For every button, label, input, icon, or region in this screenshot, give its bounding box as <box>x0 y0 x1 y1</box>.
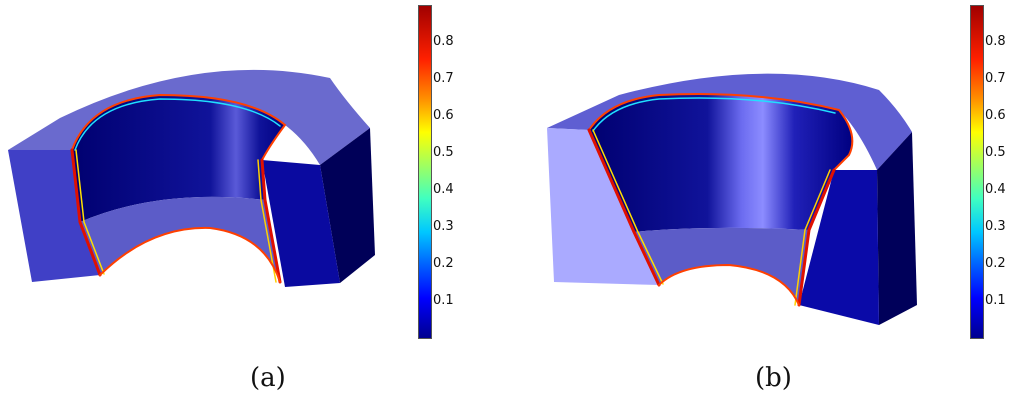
panel-a: 0.8 0.7 0.6 0.5 0.4 0.3 0.2 0.1 (a) <box>8 5 473 393</box>
outer-curved-face <box>877 132 917 325</box>
colorbar-tick: 0.1 <box>433 293 454 308</box>
colorbar-tick: 0.3 <box>433 219 454 234</box>
interface-layer <box>587 93 854 307</box>
colorbar-tick: 0.4 <box>433 182 454 197</box>
ring-cutaway-render <box>8 69 375 287</box>
right-cut-face <box>799 170 879 325</box>
colorbar-tick: 0.8 <box>985 34 1006 49</box>
colorbar-tick: 0.3 <box>985 219 1006 234</box>
colorbar-tick: 0.5 <box>985 145 1006 160</box>
interface-layer <box>70 93 287 284</box>
colorbar-ticks: 0.8 0.7 0.6 0.5 0.4 0.3 0.2 0.1 <box>433 5 473 339</box>
colorbar-tick: 0.7 <box>433 71 454 86</box>
colorbar-tick: 0.4 <box>985 182 1006 197</box>
outer-curved-face <box>320 128 375 283</box>
colorbar-tick: 0.2 <box>433 256 454 271</box>
ring-top-face <box>8 69 370 165</box>
colorbar-tick: 0.1 <box>985 293 1006 308</box>
bottom-ledge <box>634 227 809 305</box>
left-cut-face <box>8 150 100 282</box>
colorbar-tick: 0.5 <box>433 145 454 160</box>
panel-caption: (b) <box>755 363 792 393</box>
colorbar-ticks: 0.8 0.7 0.6 0.5 0.4 0.3 0.2 0.1 <box>985 5 1018 339</box>
colorbar-tick: 0.8 <box>433 34 454 49</box>
colorbar <box>970 5 984 339</box>
ring-cutaway-render <box>547 73 917 325</box>
colorbar-tick: 0.7 <box>985 71 1006 86</box>
colorbar-tick: 0.6 <box>433 108 454 123</box>
right-cut-face <box>262 160 340 287</box>
colorbar-tick: 0.6 <box>985 108 1006 123</box>
cavity-wall <box>589 94 853 232</box>
bottom-ledge <box>80 196 280 282</box>
colorbar <box>418 5 432 339</box>
left-cut-face <box>547 128 659 285</box>
cavity-wall <box>72 95 285 222</box>
panel-b: 0.8 0.7 0.6 0.5 0.4 0.3 0.2 0.1 (b) <box>509 0 1018 403</box>
colorbar-tick: 0.2 <box>985 256 1006 271</box>
panel-caption: (a) <box>250 363 286 393</box>
